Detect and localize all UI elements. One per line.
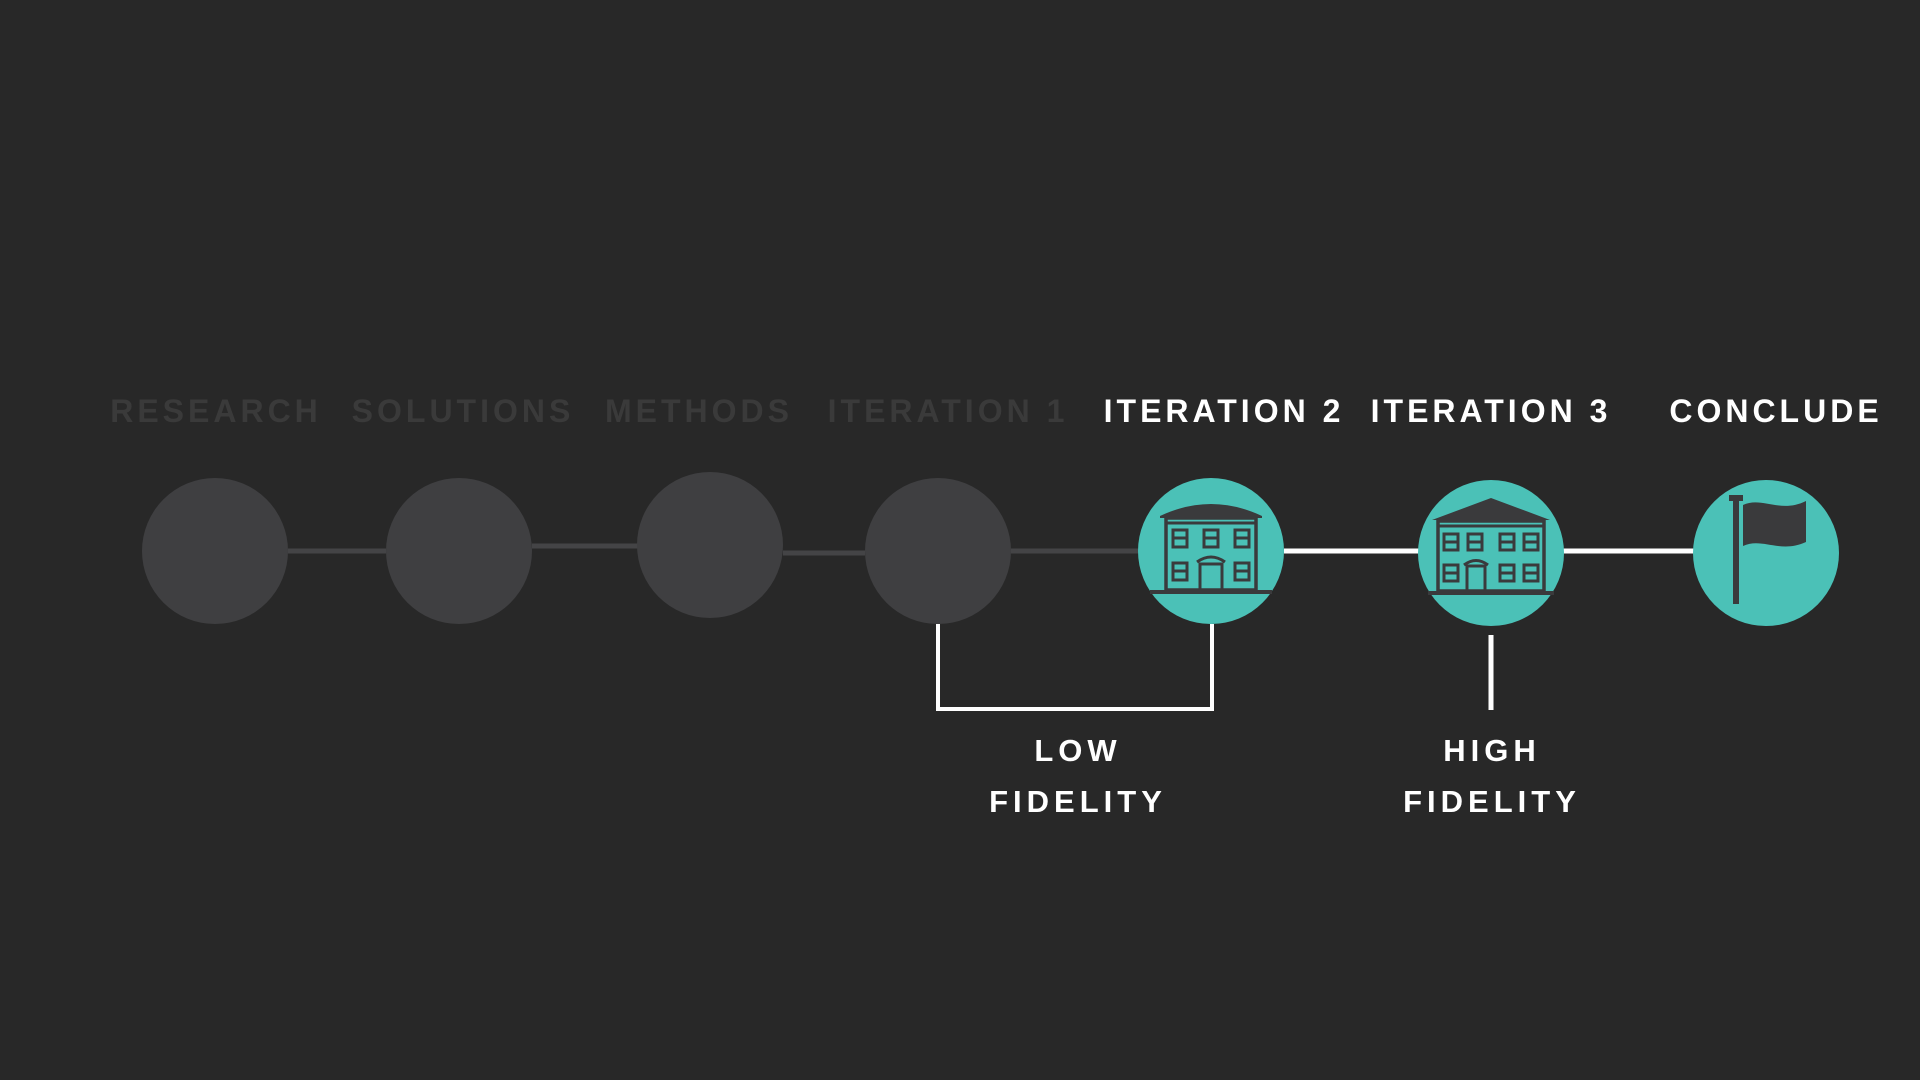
large-building-icon [1428, 498, 1554, 595]
step-label-iteration-3: ITERATION 3 [1371, 393, 1612, 429]
high-fidelity-label-line1: HIGH [1443, 733, 1541, 768]
step-label-solutions: SOLUTIONS [352, 393, 575, 429]
low-fidelity-bracket [936, 624, 1214, 711]
step-label-methods: METHODS [605, 393, 793, 429]
step-label-iteration-1: ITERATION 1 [828, 393, 1069, 429]
low-fidelity-label-line2: FIDELITY [989, 784, 1167, 819]
step-circle-iteration-1 [865, 478, 1011, 624]
high-fidelity-label-line2: FIDELITY [1403, 784, 1581, 819]
step-label-research: RESEARCH [110, 393, 322, 429]
step-circle-research [142, 478, 288, 624]
step-label-iteration-2: ITERATION 2 [1104, 393, 1345, 429]
step-label-conclude: CONCLUDE [1669, 393, 1882, 429]
low-fidelity-label-line1: LOW [1034, 733, 1121, 768]
step-circle-conclude [1693, 480, 1839, 626]
step-circle-iteration-2 [1138, 478, 1284, 624]
step-circle-solutions [386, 478, 532, 624]
building-icon [1150, 504, 1272, 594]
step-circle-methods [637, 472, 783, 618]
flag-icon [1729, 495, 1806, 604]
